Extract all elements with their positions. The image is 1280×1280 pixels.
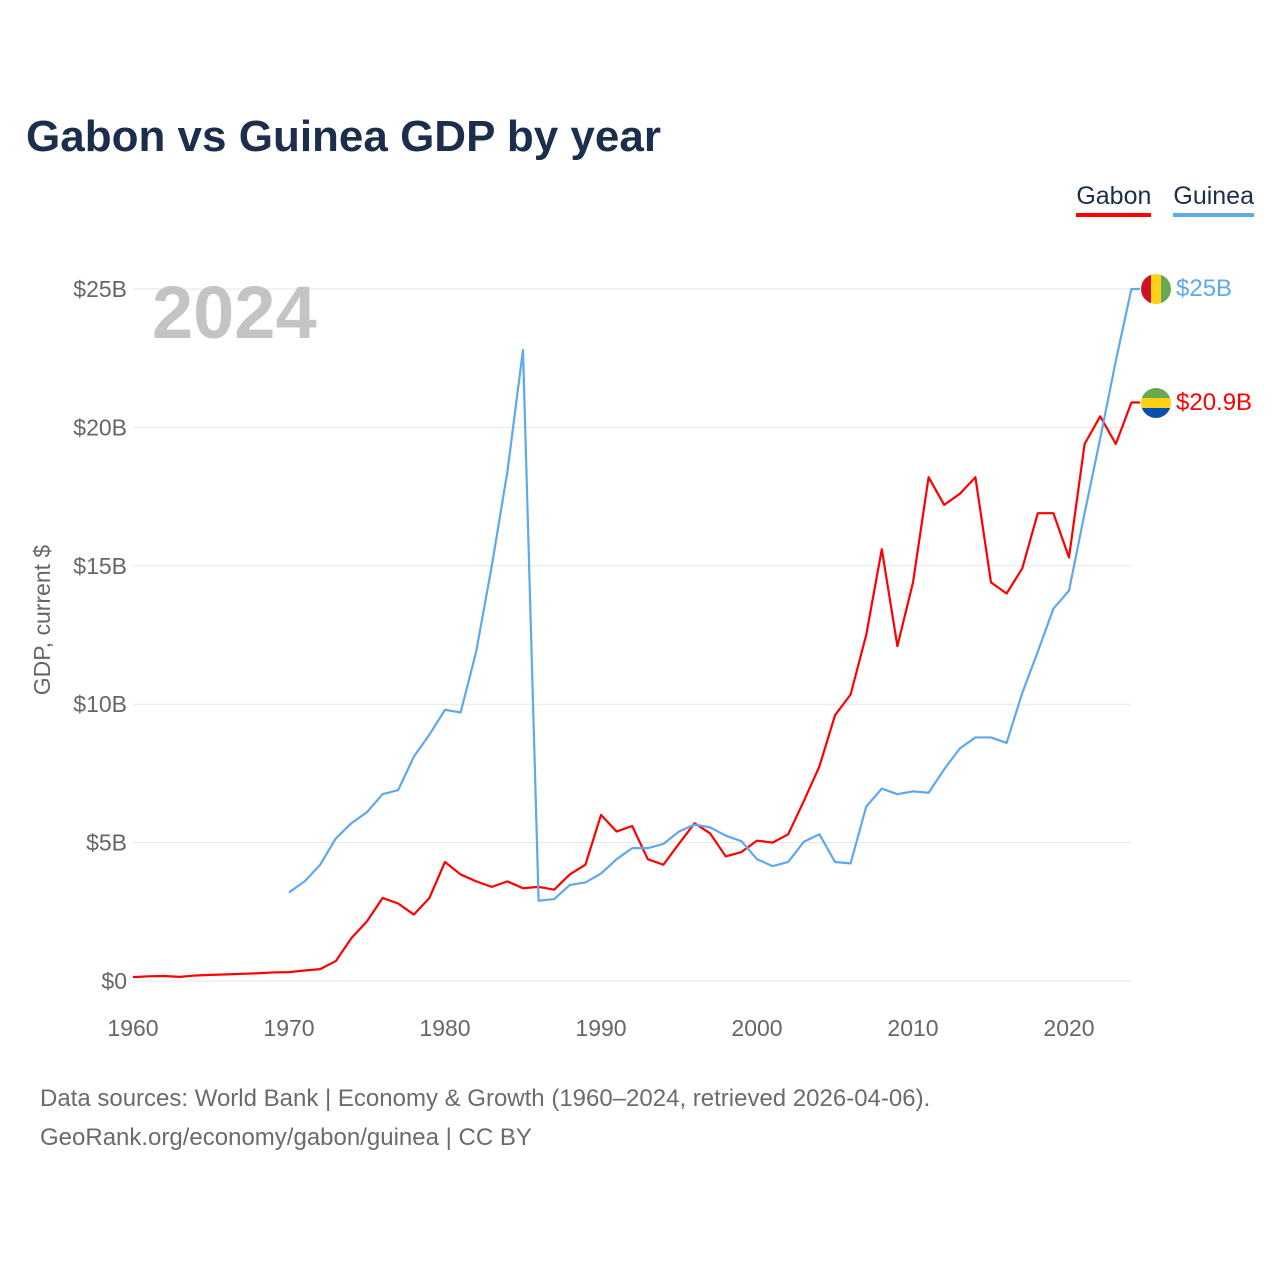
y-tick-label: $15B [73,553,127,579]
guinea-flag-icon [1141,274,1171,304]
y-tick-label: $0 [101,968,127,994]
y-tick-label: $5B [86,830,127,856]
x-tick-label: 1980 [419,1015,470,1041]
guinea-end-label: $25B [1176,275,1232,302]
y-tick-label: $20B [73,414,127,440]
gabon-end-label: $20.9B [1176,389,1252,416]
legend: Gabon Guinea [1076,182,1254,217]
guinea-line [288,287,1140,902]
gabon-line [132,401,1140,979]
gabon-flag-icon [1141,388,1171,418]
year-watermark: 2024 [152,271,317,354]
chart-title: Gabon vs Guinea GDP by year [26,112,661,161]
y-axis-label: GDP, current $ [29,545,55,696]
x-tick-label: 2000 [731,1015,782,1041]
x-tick-label: 1960 [107,1015,158,1041]
x-tick-label: 1990 [575,1015,626,1041]
legend-guinea[interactable]: Guinea [1173,182,1254,217]
x-tick-label: 1970 [263,1015,314,1041]
x-tick-label: 2010 [887,1015,938,1041]
footer-sources: Data sources: World Bank | Economy & Gro… [40,1085,931,1112]
footer-link[interactable]: GeoRank.org/economy/gabon/guinea | CC BY [40,1124,532,1151]
legend-gabon[interactable]: Gabon [1076,182,1152,217]
y-tick-label: $25B [73,276,127,302]
x-tick-label: 2020 [1043,1015,1094,1041]
y-tick-label: $10B [73,691,127,717]
